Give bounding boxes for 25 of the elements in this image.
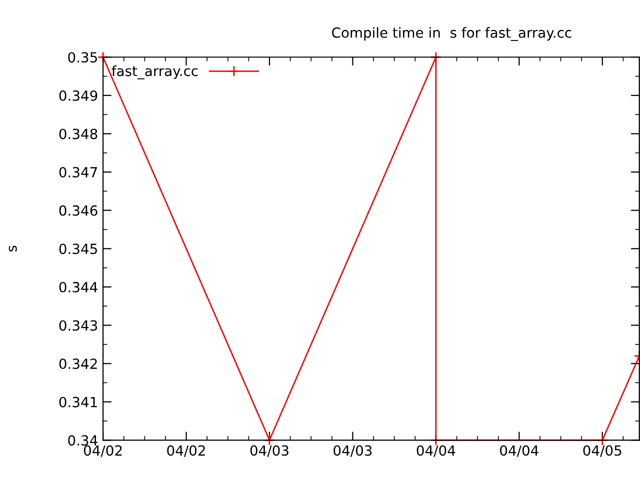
x-tick-label: 04/02 [84, 445, 122, 457]
y-tick-label: 0.34 [68, 435, 98, 446]
x-tick-label: 04/03 [334, 445, 372, 457]
point [264, 434, 276, 446]
y-tick-label: 0.349 [59, 90, 98, 101]
y-tick-label: 0.342 [59, 358, 97, 370]
point [596, 434, 608, 446]
y-tick-label: 0.341 [59, 396, 97, 408]
y-tick-label: 0.344 [59, 282, 98, 292]
y-tick-label: 0.347 [59, 167, 97, 178]
y-tick-label: 0.343 [59, 320, 98, 331]
y-tick-label: 0.348 [59, 128, 98, 140]
y-tick-label: 0.345 [59, 244, 97, 254]
x-tick-label: 04/05 [583, 445, 622, 457]
x-tick-label: 04/04 [500, 445, 538, 457]
x-tick-label: 04/02 [167, 445, 205, 457]
y-axis-title: s [8, 246, 17, 252]
y-tick-label: 0.346 [59, 205, 98, 216]
chart-title: Compile time in s for fast_array.cc [332, 27, 572, 41]
legend-label: fast_array.cc [112, 65, 198, 80]
x-tick-label: 04/04 [416, 445, 456, 457]
y-tick-label: 0.35 [68, 52, 97, 63]
point [430, 434, 442, 446]
x-tick-label: 04/03 [250, 445, 288, 457]
point [430, 52, 442, 63]
